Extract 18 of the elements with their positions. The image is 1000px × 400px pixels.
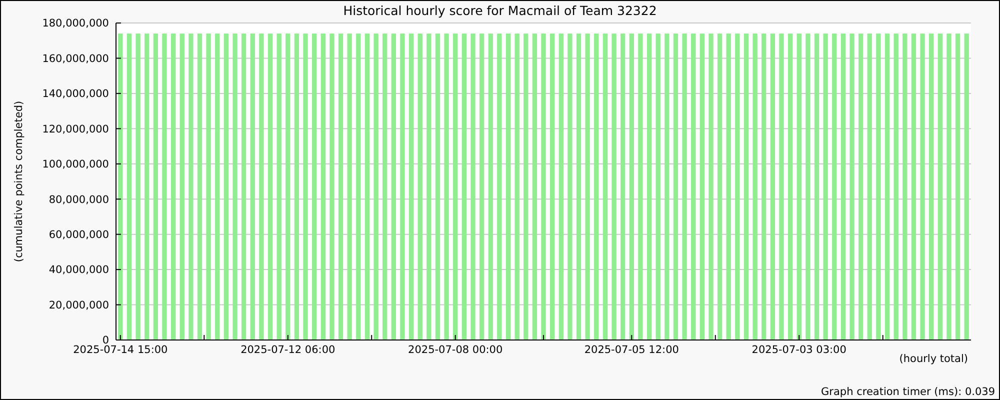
- y-tick-label: 40,000,000: [48, 264, 109, 276]
- y-tick-label: 80,000,000: [48, 194, 109, 206]
- y-tick-label: 120,000,000: [42, 123, 109, 136]
- y-tick-label: 20,000,000: [48, 299, 109, 312]
- x-tick-label: 2025-07-05 12:00: [584, 344, 679, 356]
- x-tick-label: 2025-07-12 06:00: [240, 344, 336, 356]
- x-tick-label: 2025-07-08 00:00: [408, 344, 503, 356]
- y-tick-label: 140,000,000: [42, 88, 109, 100]
- text: Graph creation timer (ms): 0.039: [821, 386, 995, 398]
- y-tick-label: 180,000,000: [42, 18, 109, 30]
- x-axis-title: (hourly total): [899, 353, 968, 365]
- chart-title: Historical hourly score for Macmail of Team 32322: [343, 3, 657, 18]
- y-tick-label: 60,000,000: [48, 229, 109, 242]
- y-tick-label: 160,000,000: [42, 52, 109, 65]
- y-axis-title: (cumulative points completed): [13, 100, 25, 262]
- y-tick-label: 100,000,000: [42, 158, 109, 171]
- x-tick-label: 2025-07-03 03:00: [752, 344, 846, 356]
- x-tick-label: 2025-07-14 15:00: [73, 344, 168, 356]
